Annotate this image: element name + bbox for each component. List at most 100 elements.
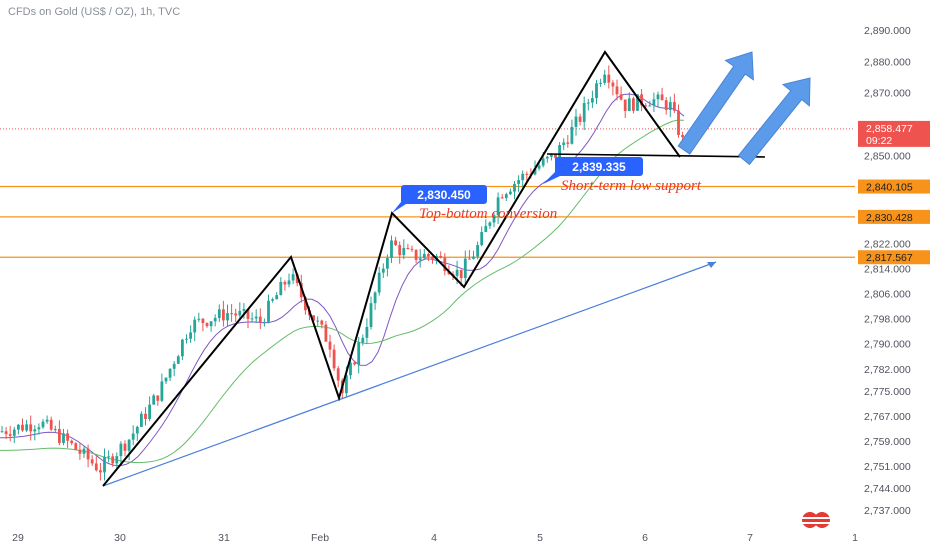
candle-body (496, 197, 500, 216)
logo-stripe (800, 517, 832, 519)
neckline (546, 153, 766, 158)
candle-body (209, 321, 213, 327)
candle-body (394, 240, 397, 246)
candle-body (648, 105, 652, 107)
ma-fast-line (0, 93, 685, 467)
candle-body (279, 281, 283, 296)
candle-body (258, 316, 262, 323)
candle-body (390, 240, 393, 259)
candle-body (250, 318, 254, 320)
candle-body (570, 126, 574, 144)
candle-body (537, 165, 541, 169)
candle-body (377, 272, 381, 293)
candle-body (271, 299, 274, 301)
y-tick-label: 2,775.000 (864, 386, 911, 398)
x-tick-label: 31 (218, 532, 230, 544)
candle-body (107, 456, 110, 458)
candle-body (484, 225, 488, 233)
drawings (102, 50, 811, 487)
candle-body (189, 332, 192, 339)
candle-body (443, 257, 447, 272)
candle-body (599, 82, 602, 84)
candle-body (562, 142, 566, 146)
candle-body (45, 419, 49, 422)
candle-body (0, 431, 4, 433)
candle-body (205, 323, 209, 327)
candle-body (82, 448, 86, 454)
candle-body (402, 248, 406, 256)
candle-body (578, 116, 582, 122)
candle-body (131, 433, 135, 440)
chart-title: CFDs on Gold (US$ / OZ), 1h, TVC (8, 6, 181, 18)
candle-body (636, 94, 639, 111)
candle-body (242, 309, 246, 311)
candle-body (386, 258, 389, 269)
callout-pointer (543, 172, 560, 184)
candle-body (545, 156, 549, 159)
candle-body (33, 429, 37, 432)
candle-body (111, 456, 115, 464)
candle-body (574, 116, 578, 127)
candle-body (422, 254, 426, 259)
candle-body (361, 337, 365, 343)
candle-body (103, 457, 106, 473)
candle-body (267, 300, 270, 322)
candle-body (201, 318, 205, 324)
candle-body (627, 98, 631, 111)
candle-body (119, 443, 123, 457)
candle-body (345, 375, 348, 394)
candle-body (328, 341, 332, 350)
candle-body (468, 258, 471, 260)
candle-body (623, 99, 627, 111)
callouts: 2,830.450 2,839.335 Short-term low support… (392, 157, 832, 528)
candle-body (49, 419, 53, 430)
candle-body (160, 381, 164, 401)
y-tick-label: 2,737.000 (864, 505, 911, 517)
current-price-tag (858, 120, 930, 147)
candle-body (168, 368, 172, 378)
x-tick-label: 30 (114, 532, 126, 544)
countdown-label: 09:22 (866, 135, 892, 147)
annotation-text: Top-bottom conversion (419, 206, 557, 222)
candle-body (660, 94, 664, 101)
candle-body (488, 222, 492, 226)
candle-body (234, 313, 238, 316)
candle-body (152, 395, 156, 405)
candle-body (591, 98, 594, 103)
candle-body (156, 395, 160, 401)
candle-body (94, 463, 98, 471)
candle-body (480, 232, 484, 246)
candle-body (673, 102, 676, 111)
y-axis: 2,890.000 2,880.000 2,870.000 2,850.000 2,82… (858, 25, 930, 517)
candle-body (550, 153, 553, 157)
y-tick-label: 2,759.000 (864, 436, 911, 448)
candle-body (320, 320, 324, 325)
candle-body (41, 421, 45, 428)
support-price-label: 2,830.428 (866, 212, 913, 224)
candle-body (472, 256, 475, 259)
x-tick-label: 6 (642, 532, 648, 544)
candle-body (21, 424, 24, 431)
candle-body (176, 356, 180, 364)
candle-body (246, 309, 250, 319)
candle-body (533, 168, 537, 175)
candle-body (70, 440, 74, 444)
candle-body (611, 82, 615, 87)
candle-body (238, 310, 242, 316)
candle-body (74, 443, 78, 450)
candle-body (365, 326, 369, 338)
candle-body (463, 258, 467, 279)
candle-body (254, 316, 258, 319)
support-price-label: 2,840.105 (866, 182, 913, 194)
candle-body (644, 105, 648, 107)
logo-icon (800, 512, 832, 528)
y-tick-label: 2,890.000 (864, 25, 911, 37)
candle-body (213, 317, 217, 322)
candle-body (222, 309, 225, 321)
candle-body (172, 363, 176, 369)
price-callout-label: 2,839.335 (572, 160, 626, 174)
x-tick-label: 29 (12, 532, 24, 544)
candle-body (148, 404, 151, 419)
candle-body (12, 429, 16, 436)
